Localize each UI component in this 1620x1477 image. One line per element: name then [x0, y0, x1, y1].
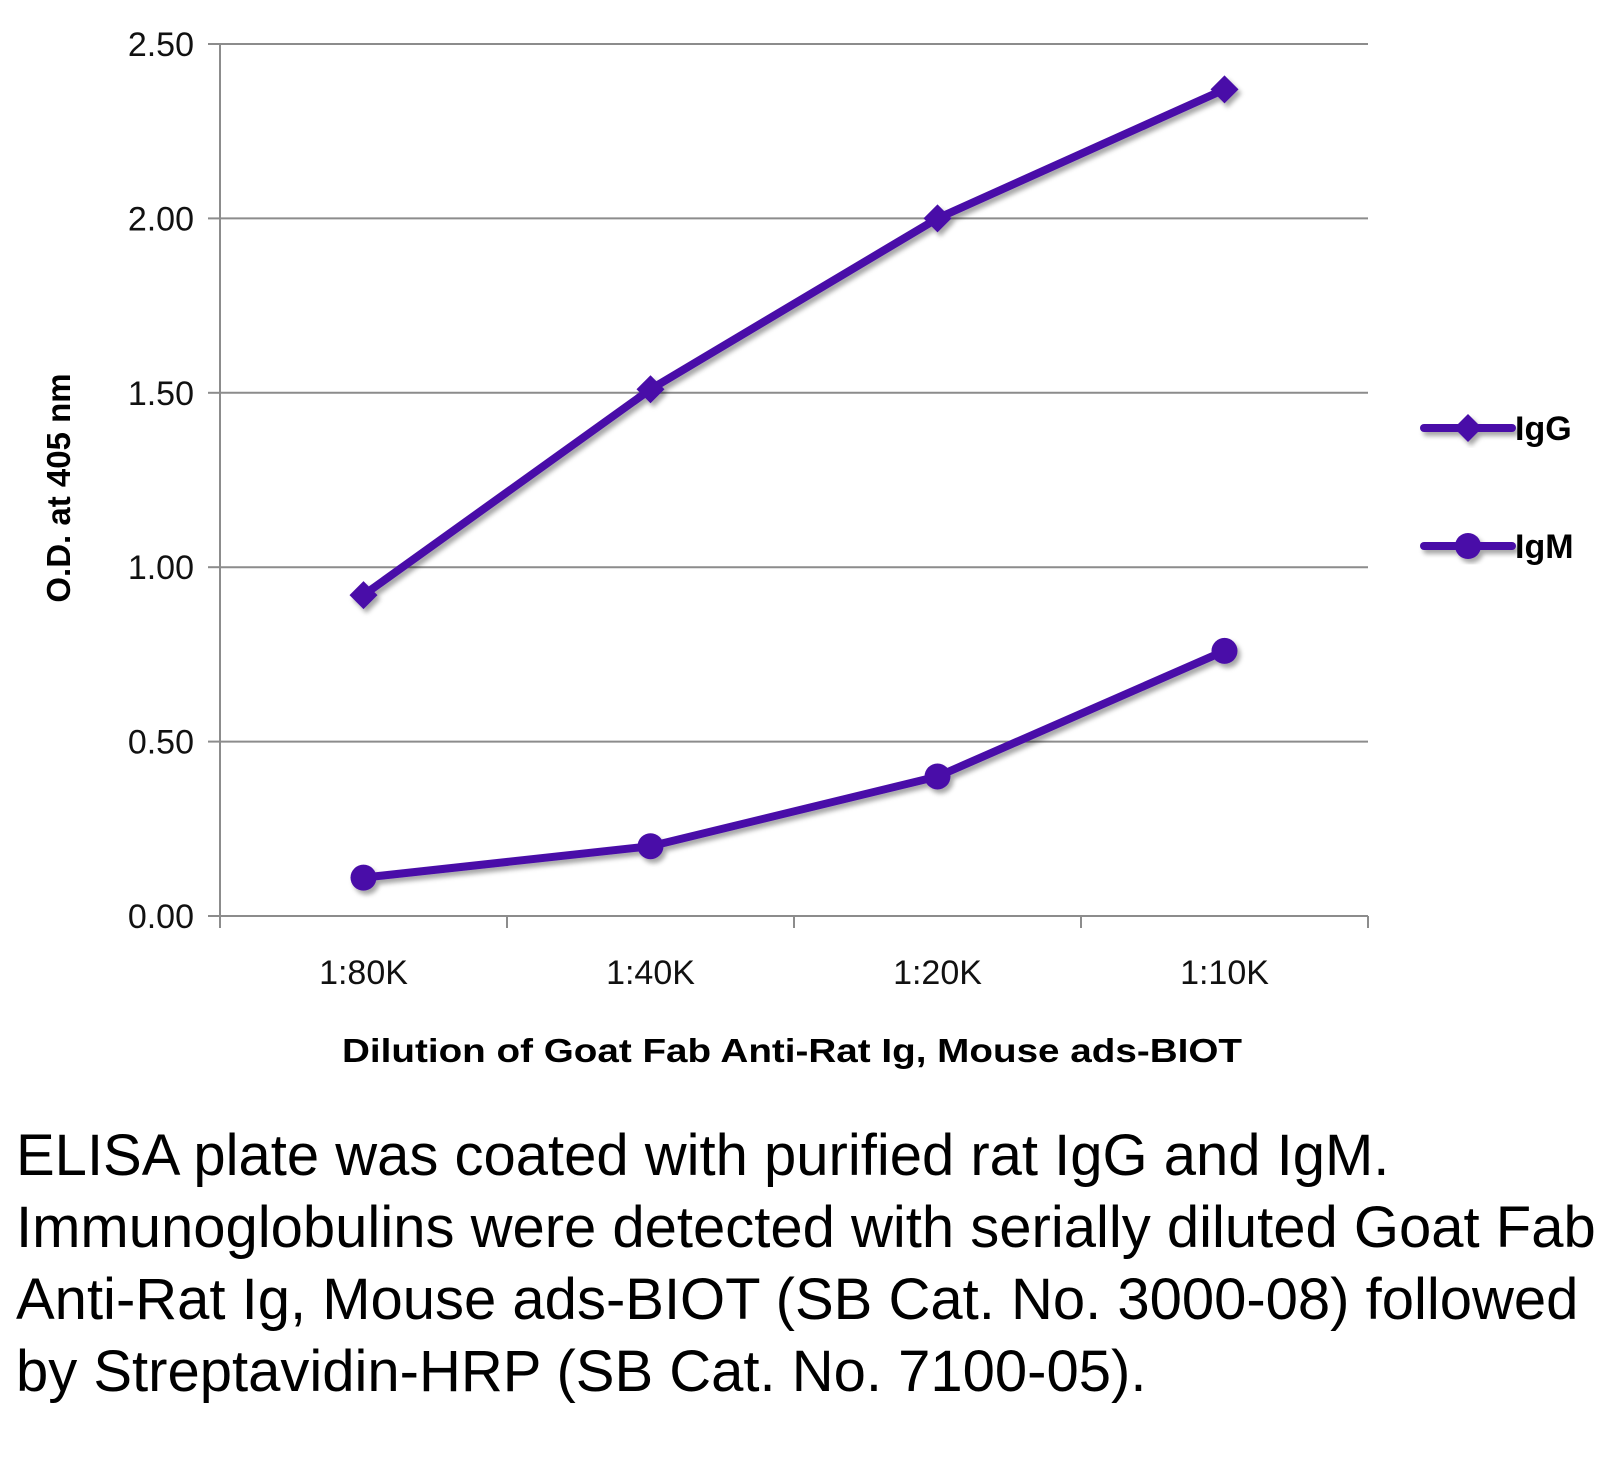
point-igm [924, 763, 951, 790]
point-igm [1211, 637, 1238, 664]
y-tick-labels: 0.00 0.50 1.00 1.50 2.00 2.50 [128, 26, 194, 936]
x-tick-label: 1:20K [893, 954, 982, 992]
axes [208, 43, 1369, 928]
x-tick-label: 1:10K [1180, 954, 1269, 992]
legend-label-igm: IgM [1515, 528, 1574, 566]
x-axis-title: Dilution of Goat Fab Anti-Rat Ig, Mouse … [342, 1032, 1242, 1069]
y-axis-title: O.D. at 405 nm [40, 373, 77, 602]
y-tick-label: 2.50 [128, 26, 194, 64]
x-tick-label: 1:80K [319, 954, 408, 992]
x-tick-label: 1:40K [606, 954, 695, 992]
legend-label-igg: IgG [1515, 410, 1572, 448]
point-igm [637, 833, 664, 860]
gridlines [220, 43, 1368, 743]
x-tick-labels: 1:80K 1:40K 1:20K 1:10K [319, 954, 1269, 992]
point-igg [349, 581, 378, 610]
series-igg [349, 75, 1239, 610]
figure-caption: ELISA plate was coated with purified rat… [16, 1123, 1596, 1404]
legend-item-igg [1420, 414, 1516, 442]
elisa-line-chart: 0.00 0.50 1.00 1.50 2.00 2.50 1:80K 1:40K 1:20K… [40, 26, 1574, 1069]
legend: IgG IgM [1420, 410, 1574, 566]
y-tick-label: 0.00 [128, 898, 194, 936]
line-igg [359, 85, 1229, 600]
series-igm [350, 637, 1238, 891]
point-igg [923, 204, 952, 233]
y-tick-label: 2.00 [128, 200, 194, 238]
legend-marker-igg [1454, 414, 1482, 442]
point-igg [1210, 75, 1239, 104]
point-igm [350, 864, 377, 891]
point-igg [636, 375, 665, 404]
legend-item-igm [1420, 533, 1516, 559]
line-igm [359, 646, 1229, 882]
series-group [349, 75, 1239, 891]
y-tick-label: 0.50 [128, 724, 194, 762]
y-tick-label: 1.00 [128, 549, 194, 587]
legend-marker-igm [1455, 533, 1481, 559]
y-tick-label: 1.50 [128, 375, 194, 413]
